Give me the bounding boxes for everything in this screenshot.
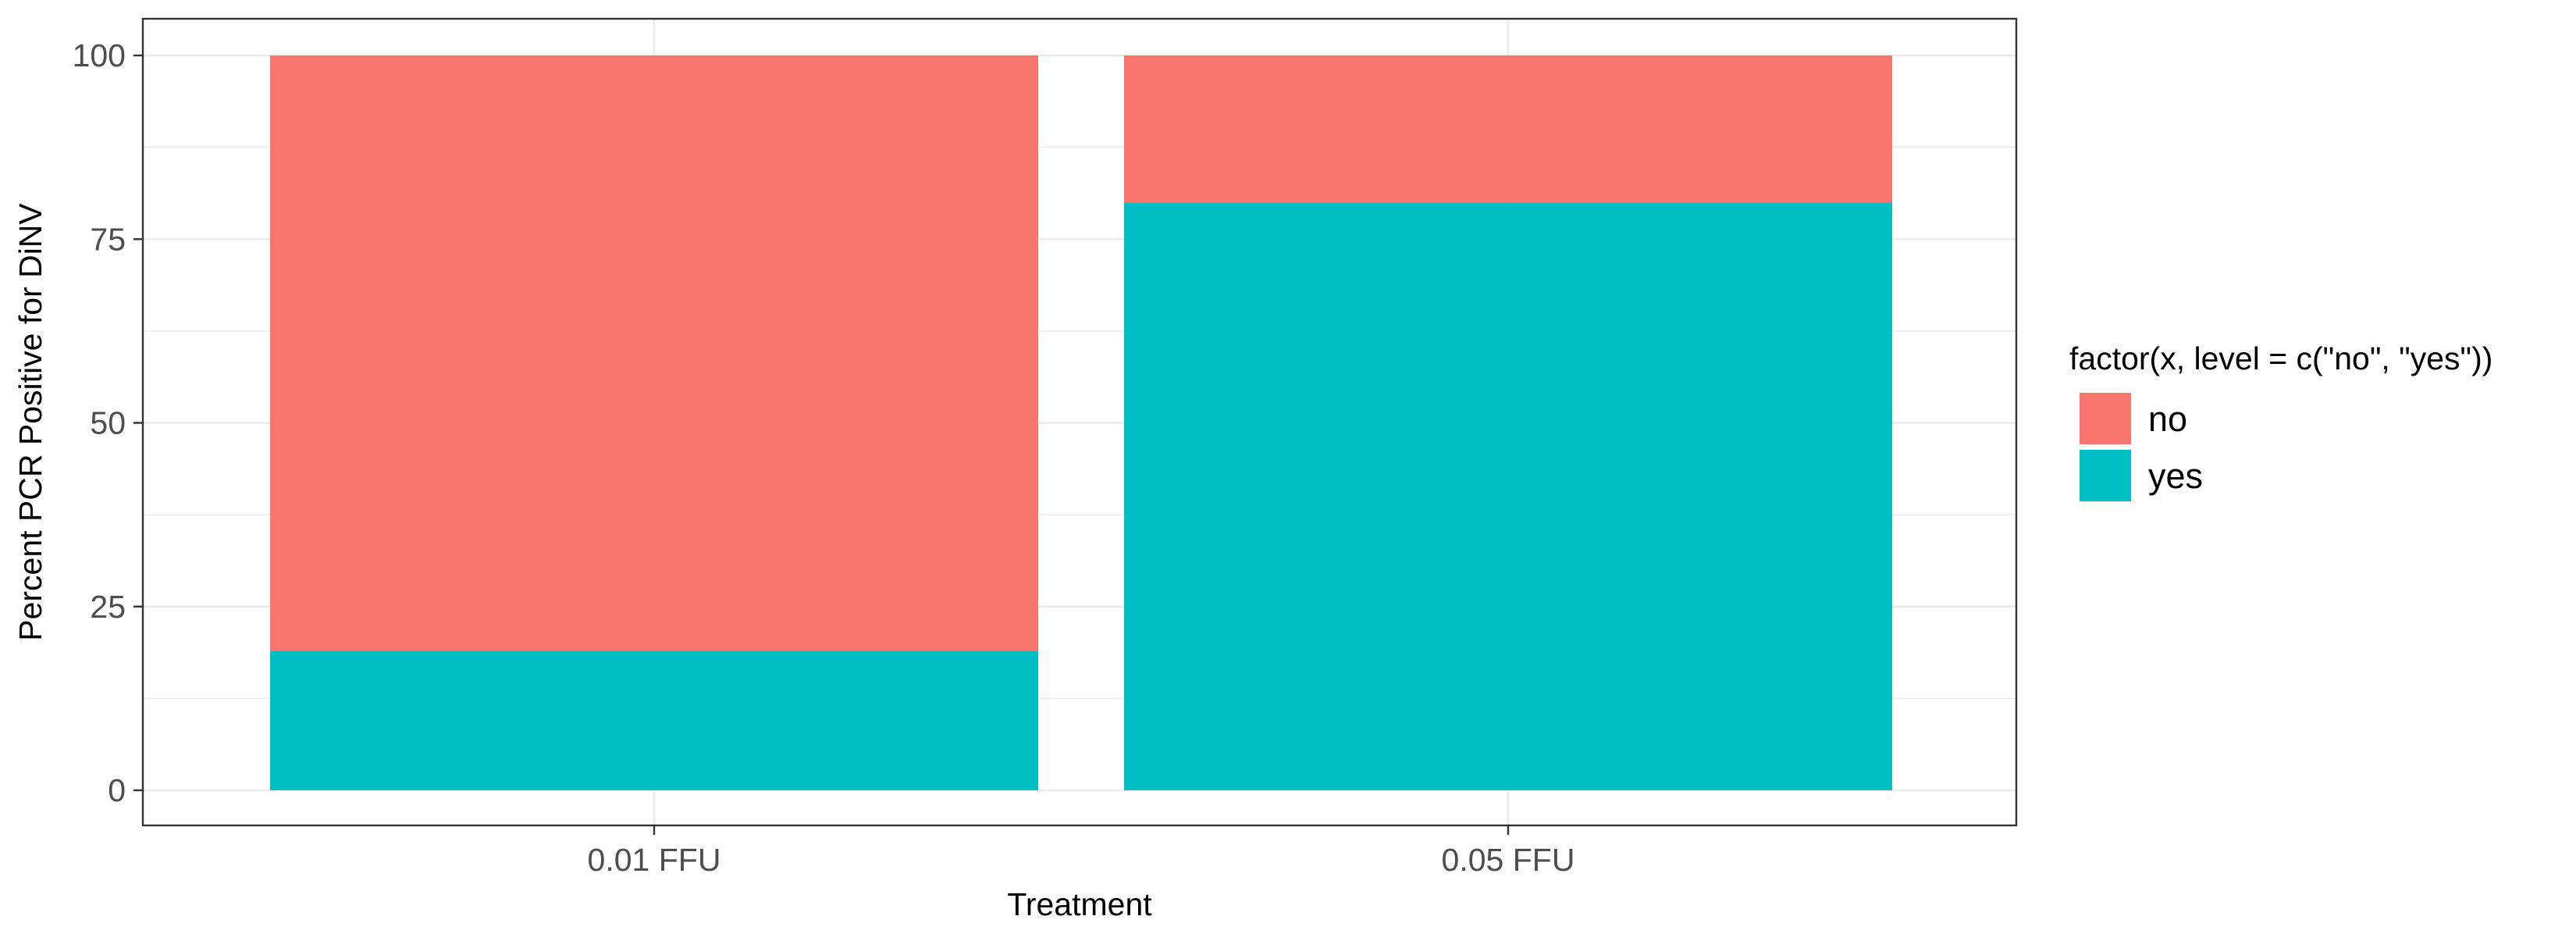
y-tick-label: 50 [90,405,126,441]
bar-yes [270,651,1038,790]
y-tick-label: 100 [73,37,126,73]
axes: 0 25 50 75 100 0.01 FFU 0.05 FFU [73,37,1575,878]
legend-items: no yes [2080,393,2203,501]
bars [270,55,1892,790]
bar-no [270,55,1038,651]
bar-no [1124,55,1892,203]
legend-title: factor(x, level = c("no", "yes")) [2069,340,2492,376]
x-axis-title: Treatment [1007,886,1152,922]
legend-label-yes: yes [2148,456,2203,496]
bar-yes [1124,202,1892,790]
x-tick-label: 0.05 FFU [1442,842,1575,878]
legend-label-no: no [2148,399,2187,439]
legend: factor(x, level = c("no", "yes")) no yes [2069,340,2492,501]
legend-swatch-no [2080,393,2131,444]
legend-swatch-yes [2080,450,2131,501]
x-tick-label: 0.01 FFU [588,842,721,878]
y-tick-label: 25 [90,589,126,625]
y-tick-label: 0 [108,772,126,808]
y-tick-label: 75 [90,221,126,257]
y-axis-title: Percent PCR Positive for DiNV [12,203,48,641]
